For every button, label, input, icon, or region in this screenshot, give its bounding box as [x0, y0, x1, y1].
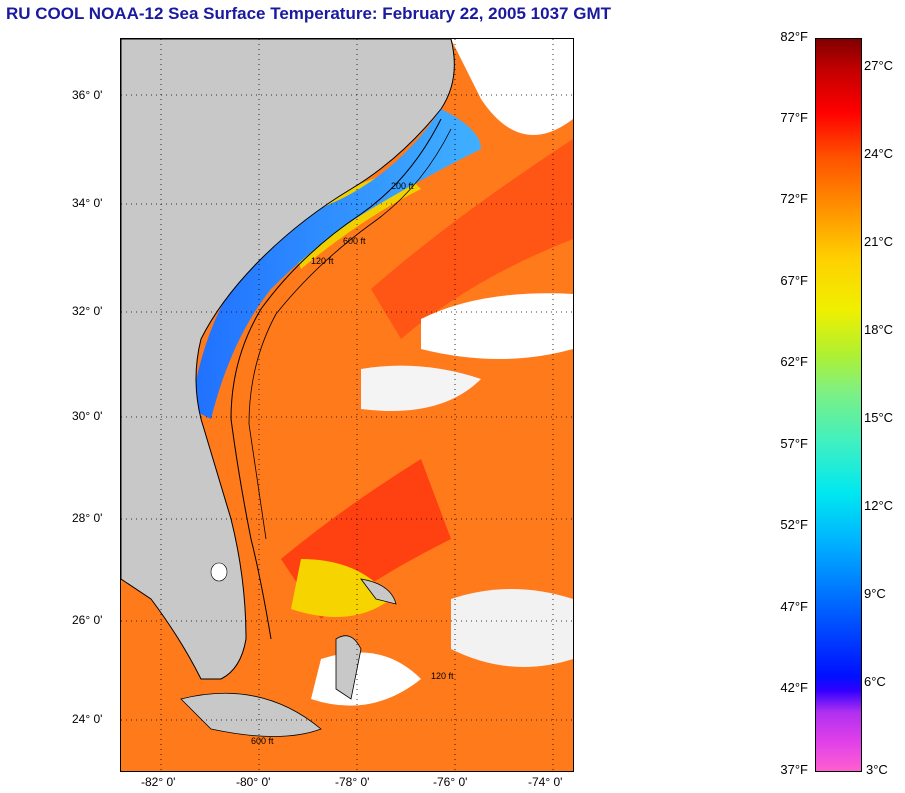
latitude-label: 26° 0' [72, 613, 103, 627]
temperature-colorbar [815, 38, 862, 772]
latitude-label: 30° 0' [72, 409, 103, 423]
fahrenheit-label: 82°F [780, 29, 808, 44]
land-cuba [180, 692, 322, 737]
gulf-stream-north [371, 139, 573, 339]
contour-600ft [248, 128, 452, 540]
cloud-3 [361, 365, 481, 411]
fahrenheit-label: 47°F [780, 599, 808, 614]
longitude-label: -78° 0' [335, 775, 370, 789]
fahrenheit-label: 77°F [780, 110, 808, 125]
celsius-label: 9°C [864, 586, 886, 601]
sst-map-canvas: 200 ft 600 ft 120 ft 120 ft 600 ft [121, 39, 573, 771]
contour-label: 200 ft [391, 181, 414, 191]
celsius-label: 3°C [866, 762, 888, 777]
fahrenheit-label: 67°F [780, 273, 808, 288]
fahrenheit-label: 37°F [780, 762, 808, 777]
land-andros [335, 635, 362, 700]
longitude-label: -80° 0' [236, 775, 271, 789]
fahrenheit-label: 57°F [780, 436, 808, 451]
land-grand-bahama [360, 578, 397, 605]
contour-label: 120 ft [311, 256, 334, 266]
contour-label: 600 ft [343, 236, 366, 246]
contour-label: 120 ft [431, 671, 454, 681]
celsius-label: 12°C [864, 498, 894, 513]
latitude-label: 36° 0' [72, 88, 103, 102]
celsius-label: 15°C [864, 410, 894, 425]
cloud-5 [451, 589, 573, 667]
latitude-label: 34° 0' [72, 196, 103, 210]
latitude-label: 32° 0' [72, 304, 103, 318]
land-mainland [121, 39, 455, 680]
bahamas-bank [291, 559, 391, 617]
contour-label: 600 ft [251, 736, 274, 746]
latitude-label: 28° 0' [72, 511, 103, 525]
celsius-label: 24°C [864, 146, 894, 161]
celsius-label: 6°C [864, 674, 886, 689]
cloud-2 [451, 39, 573, 135]
longitude-label: -74° 0' [528, 775, 563, 789]
fahrenheit-label: 52°F [780, 517, 808, 532]
longitude-label: -82° 0' [141, 775, 176, 789]
celsius-label: 21°C [864, 234, 894, 249]
graticule [121, 39, 573, 771]
celsius-label: 27°C [864, 58, 894, 73]
fahrenheit-label: 42°F [780, 680, 808, 695]
longitude-label: -76° 0' [433, 775, 468, 789]
cloud-1 [421, 293, 573, 359]
fahrenheit-label: 72°F [780, 191, 808, 206]
map-title: RU COOL NOAA-12 Sea Surface Temperature:… [6, 4, 611, 23]
coastal-cold-water [191, 109, 481, 419]
contour-200ft [230, 118, 442, 640]
sst-map: 200 ft 600 ft 120 ft 120 ft 600 ft [120, 38, 574, 772]
latitude-label: 24° 0' [72, 712, 103, 726]
lake-okeechobee [210, 562, 228, 582]
fahrenheit-label: 62°F [780, 354, 808, 369]
celsius-label: 18°C [864, 322, 894, 337]
